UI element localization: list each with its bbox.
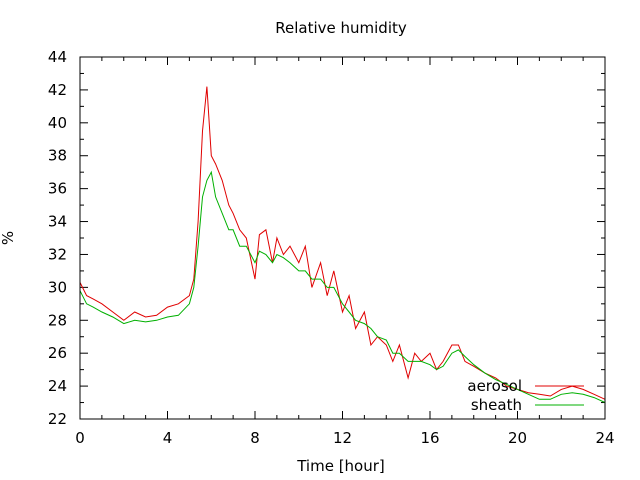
y-tick-label: 42: [48, 81, 67, 99]
series-line-sheath: [79, 170, 606, 403]
y-tick-label: 28: [48, 311, 67, 329]
x-tick-label: 4: [163, 429, 173, 447]
x-tick-label: 20: [508, 429, 527, 447]
y-tick-label: 44: [48, 48, 67, 66]
y-tick-label: 26: [48, 344, 67, 362]
x-tick-label: 24: [595, 429, 614, 447]
x-tick-label: 0: [75, 429, 85, 447]
x-tick-label: 8: [250, 429, 260, 447]
y-tick-label: 40: [48, 114, 67, 132]
legend-label-aerosol: aerosol: [467, 377, 522, 395]
y-tick-label: 32: [48, 245, 67, 263]
plot-frame: [79, 56, 606, 420]
x-tick-label: 16: [420, 429, 439, 447]
y-tick-label: 24: [48, 377, 67, 395]
y-tick-label: 22: [48, 410, 67, 428]
x-tick-label: 12: [333, 429, 352, 447]
series-group: [79, 86, 606, 403]
y-tick-label: 30: [48, 278, 67, 296]
chart-title: Relative humidity: [275, 19, 407, 37]
axis-ticks: 0 4 8 12 16 20 24 22 24 26 28 30 32 34 36 38 40 42 44: [48, 48, 615, 447]
y-tick-label: 34: [48, 213, 67, 231]
y-tick-label: 38: [48, 147, 67, 165]
y-axis-label: %: [0, 231, 17, 245]
y-tick-label: 36: [48, 180, 67, 198]
legend-label-sheath: sheath: [471, 396, 522, 414]
x-axis-label: Time [hour]: [296, 457, 385, 475]
